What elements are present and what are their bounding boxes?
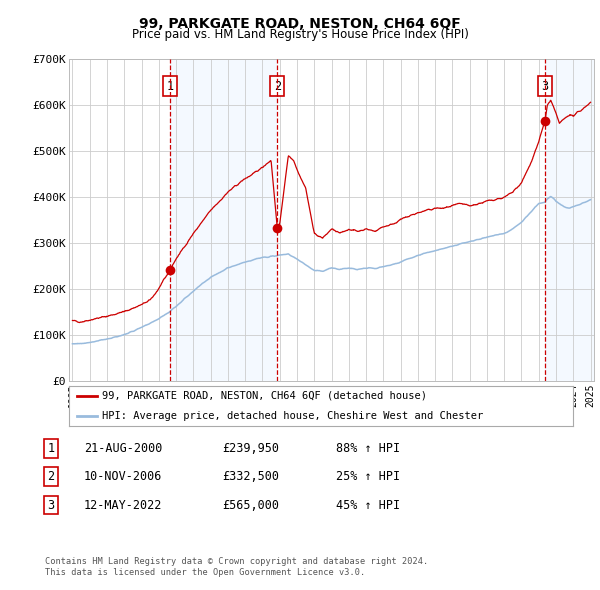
Text: 45% ↑ HPI: 45% ↑ HPI <box>336 499 400 512</box>
Text: 25% ↑ HPI: 25% ↑ HPI <box>336 470 400 483</box>
Text: 1: 1 <box>166 80 173 93</box>
Text: Price paid vs. HM Land Registry's House Price Index (HPI): Price paid vs. HM Land Registry's House … <box>131 28 469 41</box>
Text: 3: 3 <box>541 80 548 93</box>
Text: 88% ↑ HPI: 88% ↑ HPI <box>336 442 400 455</box>
Text: 12-MAY-2022: 12-MAY-2022 <box>84 499 163 512</box>
Bar <box>545 59 599 381</box>
Text: 21-AUG-2000: 21-AUG-2000 <box>84 442 163 455</box>
Text: £332,500: £332,500 <box>222 470 279 483</box>
Text: This data is licensed under the Open Government Licence v3.0.: This data is licensed under the Open Gov… <box>45 568 365 577</box>
Text: HPI: Average price, detached house, Cheshire West and Chester: HPI: Average price, detached house, Ches… <box>102 411 483 421</box>
Text: 2: 2 <box>47 470 55 483</box>
Text: 2: 2 <box>274 80 281 93</box>
Text: 99, PARKGATE ROAD, NESTON, CH64 6QF (detached house): 99, PARKGATE ROAD, NESTON, CH64 6QF (det… <box>102 391 427 401</box>
Text: £239,950: £239,950 <box>222 442 279 455</box>
Text: 99, PARKGATE ROAD, NESTON, CH64 6QF: 99, PARKGATE ROAD, NESTON, CH64 6QF <box>139 17 461 31</box>
Text: 3: 3 <box>47 499 55 512</box>
Text: 10-NOV-2006: 10-NOV-2006 <box>84 470 163 483</box>
Text: 1: 1 <box>47 442 55 455</box>
Text: £565,000: £565,000 <box>222 499 279 512</box>
Text: Contains HM Land Registry data © Crown copyright and database right 2024.: Contains HM Land Registry data © Crown c… <box>45 557 428 566</box>
Bar <box>170 59 277 381</box>
